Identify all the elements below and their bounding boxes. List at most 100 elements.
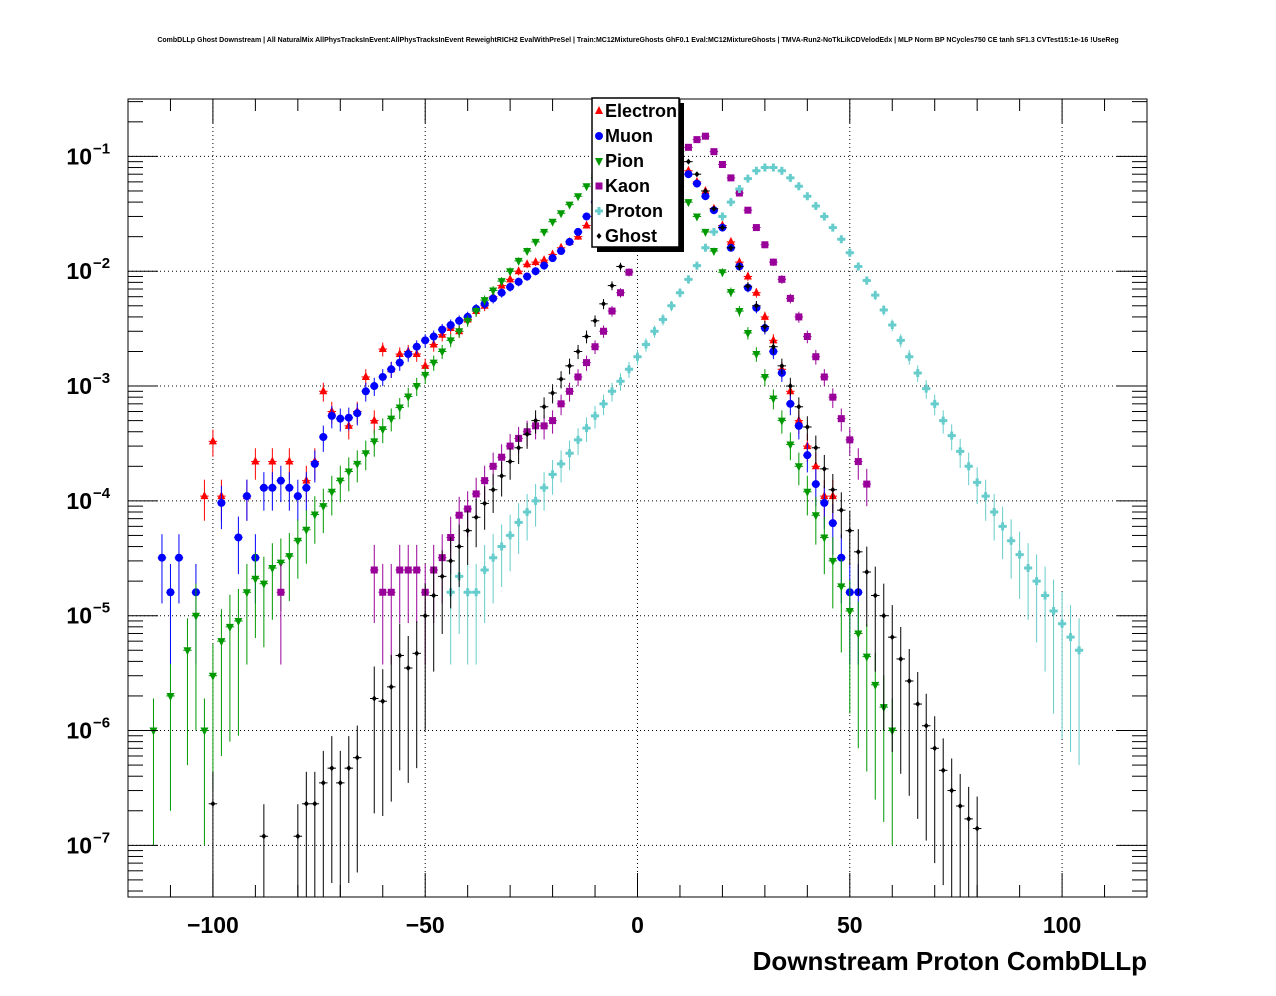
data-point-electron [200,479,209,521]
data-point-proton [548,460,557,495]
data-point-muon [276,465,286,503]
data-point-ghost [938,738,948,886]
point-marker [540,228,549,237]
data-point-muon [268,472,277,511]
data-point-pion [285,532,294,602]
data-point-proton [505,514,515,572]
y-tick-exponent: −7 [93,829,110,846]
point-marker [786,441,795,450]
data-point-ghost [370,666,379,814]
point-marker [506,442,514,450]
data-point-ghost [616,262,625,271]
data-point-proton [1006,519,1016,579]
data-point-ghost [955,774,965,897]
x-tick-label: −100 [187,912,239,938]
point-marker [854,458,862,466]
data-point-electron [752,287,761,298]
point-marker [855,548,861,555]
point-marker [1058,619,1067,628]
point-marker [760,373,769,382]
point-marker [261,833,267,840]
legend-marker-ghost [596,233,602,239]
data-point-ghost [446,537,455,609]
data-point-muon [344,407,354,431]
point-marker [380,698,386,705]
data-point-ghost [548,384,557,404]
point-marker [838,507,844,514]
point-marker [769,335,778,344]
point-marker [837,553,846,562]
point-marker [871,291,880,300]
point-marker [803,488,812,497]
point-marker [796,403,802,410]
data-point-ghost [488,473,498,513]
data-point-muon [531,267,540,276]
point-marker [472,490,480,498]
data-point-ghost [344,736,354,883]
data-point-proton [930,394,939,416]
point-marker [422,612,428,619]
point-marker [743,329,752,338]
point-marker [378,426,387,435]
point-marker [523,259,532,268]
data-point-kaon [854,448,863,480]
data-point-electron [208,429,218,457]
data-point-proton [1040,566,1050,672]
point-marker [974,825,980,832]
point-marker [906,677,912,684]
data-point-pion [862,624,872,772]
data-point-kaon [624,268,634,277]
data-point-muon [684,170,693,179]
data-point-proton [811,201,821,210]
data-point-proton [981,479,990,521]
data-point-proton [921,380,931,399]
point-marker [675,288,684,297]
point-marker [794,421,803,430]
data-point-muon [234,516,243,575]
point-marker [736,263,742,270]
series-proton [446,163,1084,766]
data-point-pion [497,277,506,287]
data-point-muon [285,472,294,511]
point-marker [531,238,540,247]
data-point-ghost [794,397,804,419]
data-point-proton [624,361,634,378]
data-point-muon [437,323,447,337]
point-marker [200,727,209,736]
point-marker [932,745,938,752]
data-point-ghost [531,410,540,434]
point-marker [829,393,837,401]
point-marker [726,288,735,297]
data-point-proton [480,544,489,624]
data-point-muon [497,288,506,298]
data-point-pion [514,257,523,266]
data-point-proton [964,452,973,486]
point-marker [820,212,829,221]
legend-marker-muon [595,132,603,140]
data-point-proton [709,227,719,236]
point-marker [837,415,845,423]
point-marker [811,480,820,489]
point-marker [312,800,318,807]
y-tick-label: 10 [66,832,92,858]
data-point-kaon [837,408,846,432]
data-point-proton [573,428,583,456]
data-point-pion [336,465,345,503]
data-point-kaon [718,161,727,169]
data-point-proton [828,223,838,232]
point-marker [277,588,285,596]
point-marker [701,192,710,201]
data-point-muon [794,415,804,440]
point-marker [370,415,379,424]
data-point-ghost [862,546,872,627]
point-marker [489,462,497,470]
point-marker [872,592,878,599]
point-marker [558,376,564,383]
data-point-kaon [701,132,710,140]
data-point-proton [998,506,1007,560]
data-point-pion [828,537,838,609]
point-marker [489,294,498,303]
point-marker [1066,633,1075,642]
data-point-proton [972,467,982,505]
data-point-ghost [302,771,311,897]
